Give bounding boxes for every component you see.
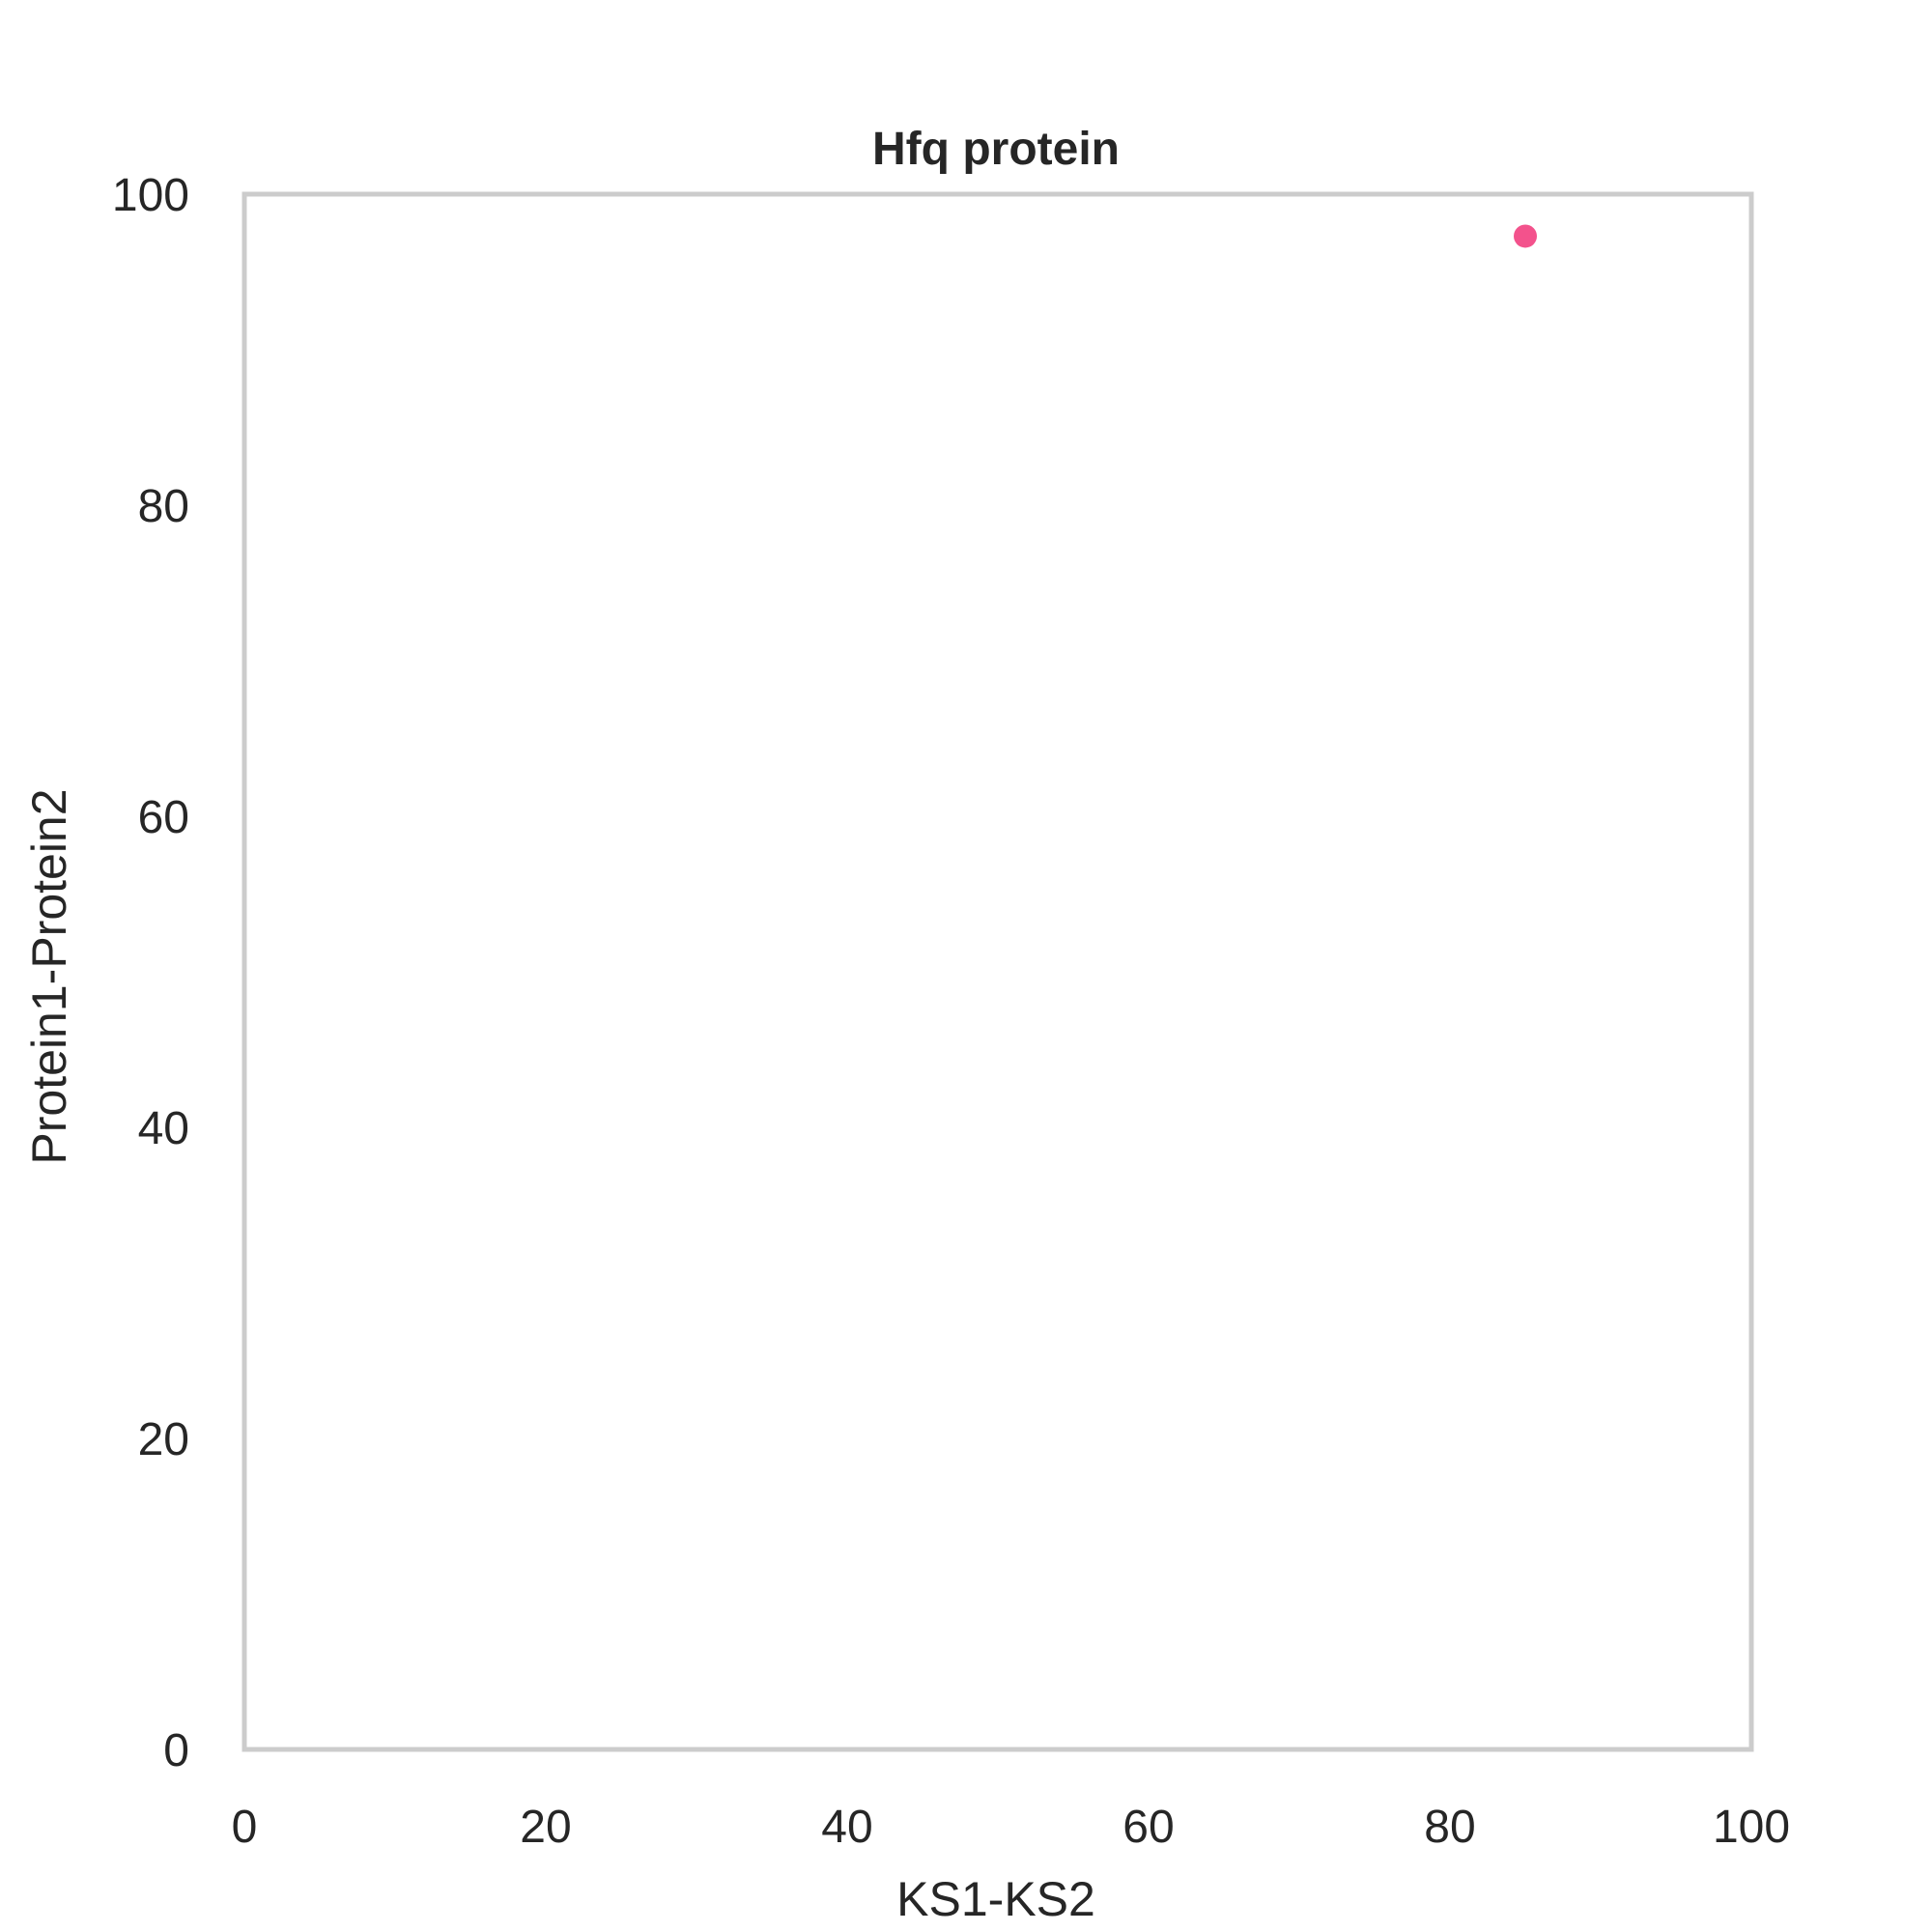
y-tick-labels: 0 20 40 60 80 100 [112,170,189,1776]
y-tick-label: 100 [112,170,189,221]
y-tick-label: 0 [163,1725,189,1776]
x-tick-label: 40 [821,1802,872,1853]
x-tick-labels: 0 20 40 60 80 100 [232,1802,1790,1853]
y-tick-label: 60 [138,792,189,843]
chart-title: Hfq protein [872,124,1120,175]
x-axis-label: KS1-KS2 [896,1872,1095,1926]
x-tick-label: 0 [232,1802,258,1853]
x-tick-label: 60 [1122,1802,1174,1853]
data-points [1514,224,1537,248]
x-tick-label: 100 [1713,1802,1790,1853]
x-tick-label: 20 [520,1802,571,1853]
y-tick-label: 20 [138,1414,189,1465]
y-tick-label: 80 [138,481,189,532]
x-tick-label: 80 [1424,1802,1475,1853]
y-axis-label: Protein1-Protein2 [22,788,76,1164]
y-tick-label: 40 [138,1103,189,1154]
data-point [1514,224,1537,248]
plot-frame [242,191,1754,1752]
